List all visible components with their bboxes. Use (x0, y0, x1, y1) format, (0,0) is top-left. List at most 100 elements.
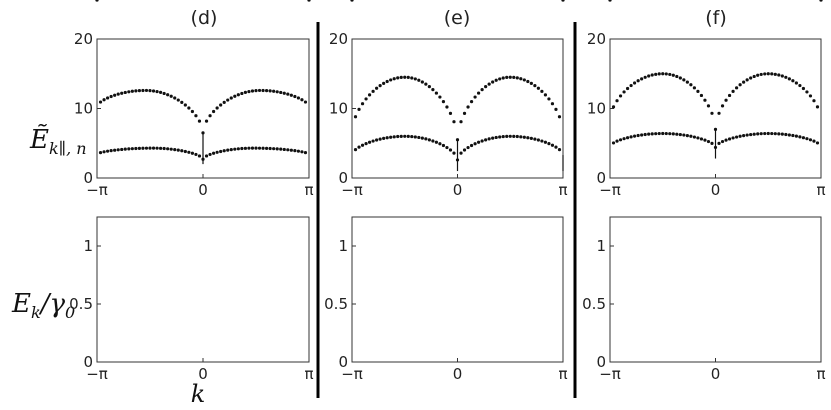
data-point-f-top-0 (784, 75, 788, 79)
data-point-f-top-1 (808, 138, 813, 142)
x-tick-label-d-bottom: 0 (198, 365, 208, 383)
data-point-f-top-0 (657, 72, 661, 76)
data-point-d-top-0 (250, 89, 255, 93)
data-point-f-top-0 (794, 81, 798, 85)
data-point-f-top-0 (647, 74, 651, 78)
data-point-d-top-0 (215, 106, 219, 110)
data-point-e-top-1 (399, 134, 403, 138)
data-point-e-top-1 (410, 134, 414, 139)
xlabel: k (191, 380, 206, 408)
data-point-d-top-0 (123, 90, 127, 95)
data-point-d-top-1 (226, 148, 230, 152)
data-point-e-top-0 (357, 107, 361, 111)
data-point-d-top-0 (187, 106, 191, 110)
data-point-e-top-0 (413, 77, 417, 81)
data-point-d-top-1 (106, 149, 110, 153)
data-point-f-top-0 (777, 73, 781, 77)
data-point-e-top-1 (484, 138, 488, 142)
y-tick-label-e-top: 20 (329, 30, 348, 48)
y-tick-label-f-bottom: 0.5 (582, 295, 606, 313)
data-point-f-top-0 (749, 76, 753, 80)
data-point-d-top-1 (190, 151, 194, 155)
data-point-d-top-0 (286, 92, 290, 96)
data-point-d-top-0 (166, 93, 170, 97)
data-point-d-top-0 (212, 109, 216, 114)
data-point-f-top-0 (678, 76, 682, 80)
data-point-f-top-0 (780, 74, 784, 78)
ylabel-bottom-ratio: /γ (38, 289, 66, 319)
data-point-f-top-1 (615, 139, 619, 143)
data-point-f-top-0 (643, 75, 647, 79)
x-tick-label-e-top: 0 (453, 181, 463, 199)
data-point-d-top-0 (102, 98, 106, 102)
plot-frame-e-bottom (351, 216, 564, 363)
data-point-d-top-0 (219, 103, 223, 107)
data-point-f-top-1 (618, 138, 623, 142)
data-point-e-top-0 (501, 76, 505, 80)
data-point-f-top-1 (763, 131, 767, 136)
data-point-d-top-0 (197, 119, 202, 123)
data-point-f-top-1 (629, 135, 633, 139)
data-point-f-top-1 (611, 141, 616, 145)
y-tick-label-f-top: 20 (587, 30, 606, 48)
data-point-d-top-0 (204, 119, 209, 123)
plot-frame-f-bottom (609, 216, 822, 363)
data-point-e-top-1 (448, 148, 453, 152)
data-point-f-top-1 (720, 139, 725, 144)
data-point-e-top-0 (547, 97, 551, 101)
x-tick-label-e-bottom: π (558, 365, 567, 383)
data-point-e-top-1 (529, 136, 533, 140)
data-point-d-top-1 (233, 147, 237, 151)
data-point-d-top-0 (176, 98, 180, 102)
data-point-e-top-1 (473, 142, 477, 146)
data-point-f-top-1 (668, 132, 672, 136)
data-point-e-top-0 (382, 81, 386, 85)
x-tick-label-e-bottom: −π (341, 365, 363, 383)
data-point-e-top-1 (403, 134, 407, 138)
data-point-d-top-1 (127, 147, 131, 151)
data-point-e-top-1 (494, 135, 498, 140)
data-point-f-top-0 (766, 72, 770, 76)
data-point-d-top-0 (137, 89, 141, 93)
data-point-f-top-0 (682, 78, 686, 82)
data-point-e-top-0 (427, 85, 431, 89)
data-point-f-top-1 (703, 138, 707, 142)
ylabel-top: Ẽk∥, n (29, 123, 87, 158)
data-point-d-top-1 (265, 146, 269, 150)
data-point-f-top-0 (650, 73, 654, 77)
data-point-e-top-1 (491, 136, 495, 140)
data-point-d-top-1 (144, 146, 149, 150)
data-point-e-top-0 (360, 102, 365, 106)
data-point-f-top-0 (727, 93, 732, 98)
x-tick-label-e-bottom: 0 (453, 365, 463, 383)
data-point-d-top-0 (300, 98, 304, 102)
y-tick-label-f-top: 10 (587, 100, 606, 118)
data-point-d-top-0 (98, 100, 103, 104)
data-point-e-top-1 (561, 0, 565, 2)
data-point-f-top-1 (805, 137, 809, 141)
data-point-f-top-1 (812, 139, 816, 143)
data-point-f-top-1 (759, 132, 763, 136)
x-tick-label-d-top: 0 (198, 181, 208, 199)
data-point-f-top-1 (682, 133, 686, 137)
data-point-e-top-0 (353, 115, 358, 119)
data-point-d-top-0 (194, 114, 198, 118)
x-tick-label-e-top: −π (341, 181, 363, 199)
data-point-d-top-1 (222, 149, 226, 153)
data-point-f-top-0 (731, 89, 735, 93)
data-point-d-top-0 (282, 91, 286, 95)
data-point-f-top-1 (661, 131, 665, 136)
data-point-f-top-1 (752, 132, 756, 136)
data-point-d-top-0 (208, 114, 212, 118)
data-point-e-top-1 (427, 138, 431, 142)
data-point-e-top-0 (543, 93, 548, 97)
data-point-e-top-1 (522, 135, 526, 139)
data-point-f-top-0 (671, 73, 675, 77)
data-point-e-top-0 (364, 97, 368, 101)
data-point-f-top-0 (815, 105, 820, 109)
data-point-d-top-1 (102, 150, 106, 154)
data-point-f-top-1 (798, 135, 802, 139)
data-point-e-top-0 (512, 75, 516, 79)
x-tick-label-f-top: −π (599, 181, 621, 199)
data-point-f-top-1 (685, 134, 689, 138)
